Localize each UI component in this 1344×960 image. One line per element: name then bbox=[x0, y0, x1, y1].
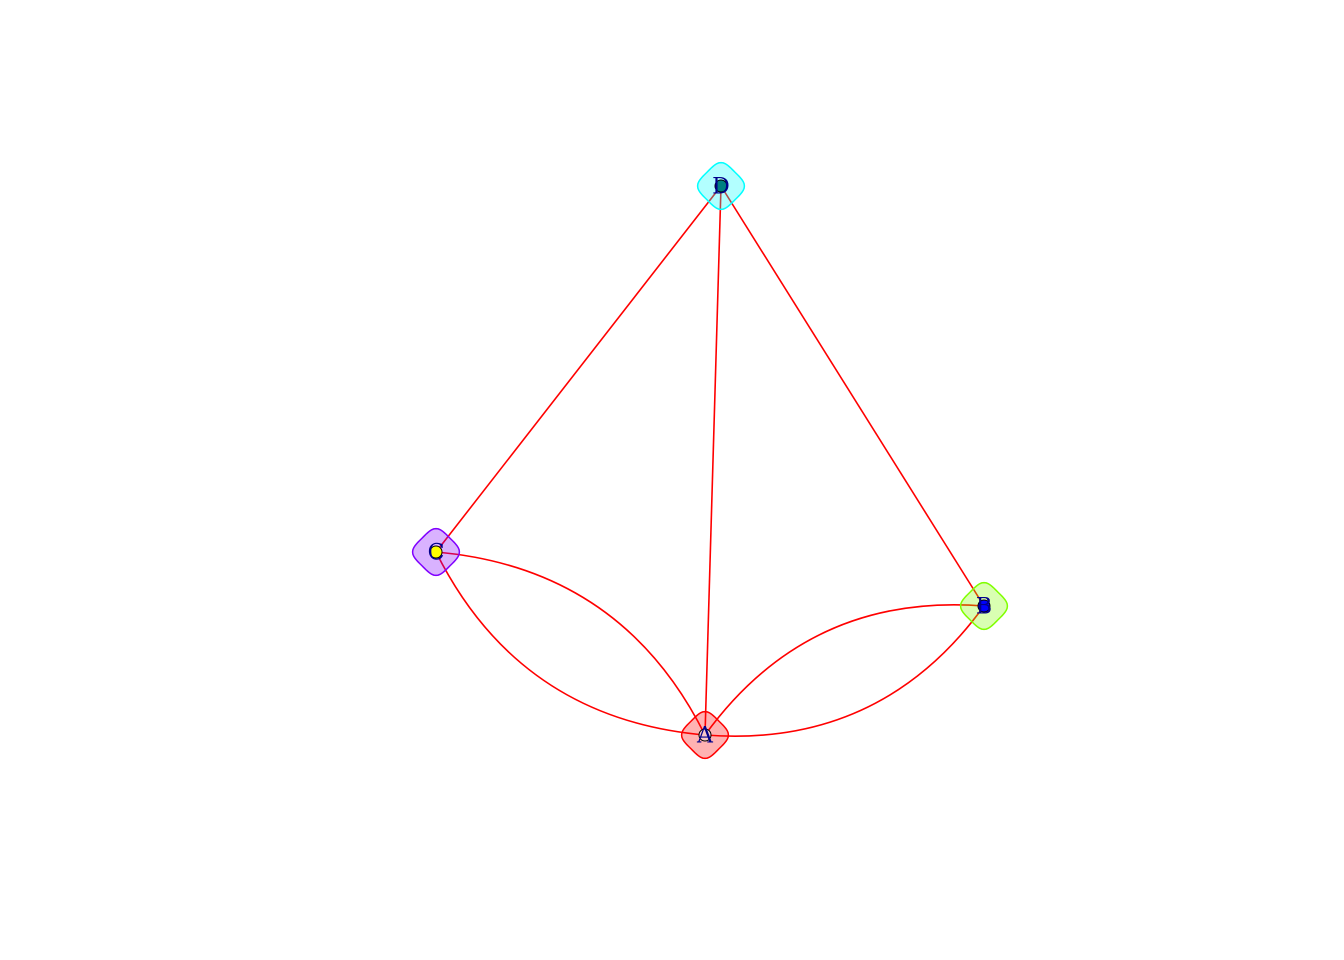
edge-B-A bbox=[704, 604, 985, 736]
edge-A-C bbox=[435, 551, 706, 736]
node-B-dot bbox=[977, 599, 991, 613]
edge-A-B bbox=[704, 605, 985, 737]
nodes-layer: A B C D bbox=[411, 161, 1009, 760]
node-D-dot bbox=[714, 179, 728, 193]
node-B-label: B bbox=[976, 595, 992, 620]
node-D-label: D bbox=[712, 175, 730, 200]
node-C[interactable]: C bbox=[411, 527, 461, 577]
node-C-dot bbox=[429, 545, 443, 559]
node-D[interactable]: D bbox=[696, 161, 746, 211]
node-A-label: A bbox=[696, 724, 714, 749]
node-C-label: C bbox=[428, 541, 445, 566]
edge-A-D bbox=[704, 185, 722, 736]
node-B[interactable]: B bbox=[959, 581, 1009, 631]
edges-layer bbox=[435, 185, 985, 737]
edge-C-A bbox=[435, 551, 706, 736]
node-A[interactable]: A bbox=[680, 710, 730, 760]
edge-C-D bbox=[435, 185, 722, 553]
edge-B-D bbox=[720, 185, 985, 607]
node-A-dot bbox=[698, 728, 712, 742]
